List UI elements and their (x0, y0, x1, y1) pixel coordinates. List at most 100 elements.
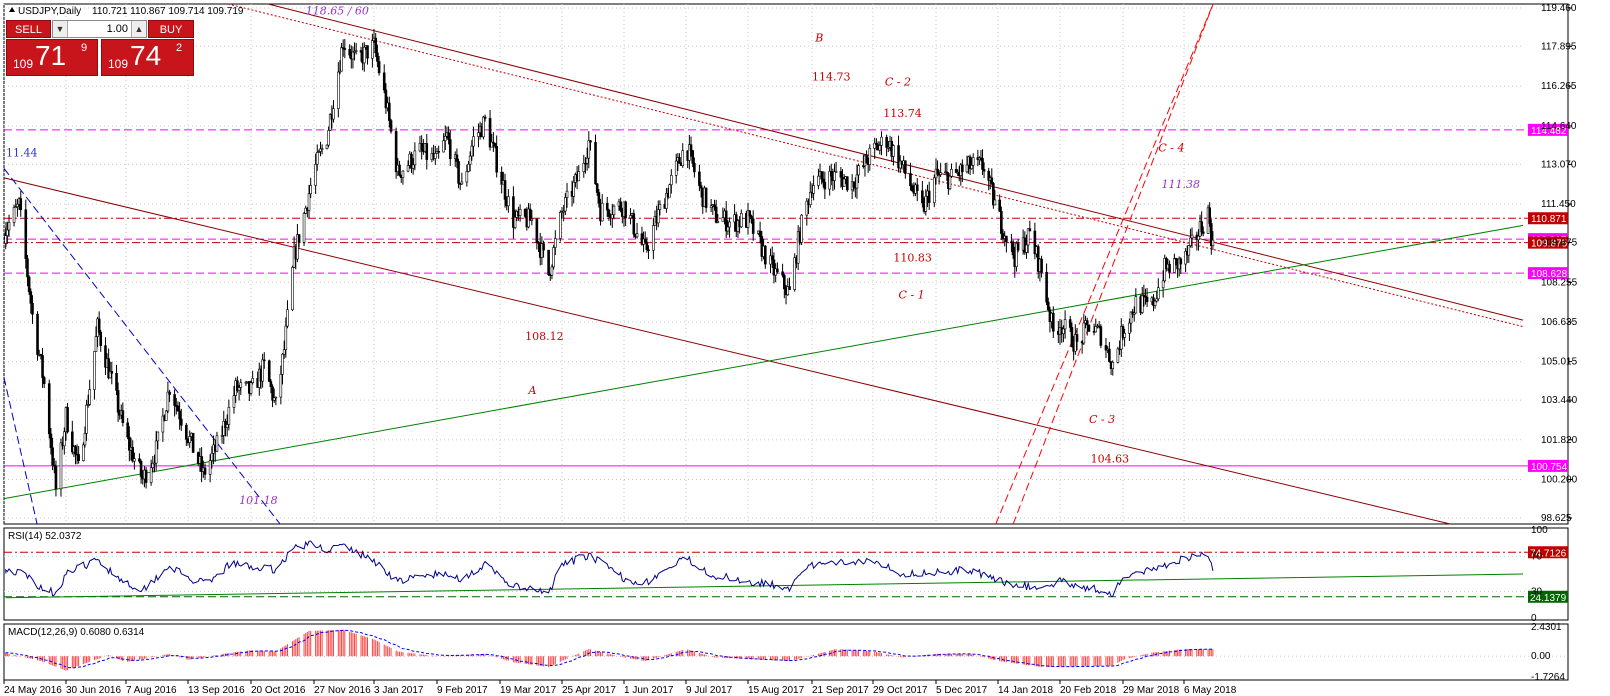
candle-body (665, 193, 668, 209)
candle-body (1168, 263, 1171, 273)
candle-body (518, 208, 522, 216)
time-tick-label: 25 Apr 2017 (562, 685, 616, 696)
candle-body (1161, 280, 1165, 289)
candle-body (688, 144, 691, 161)
candle-body (338, 70, 342, 73)
price-candles (4, 29, 1215, 497)
trendline[interactable] (1012, 3, 1214, 525)
lot-increase-icon[interactable]: ▲ (131, 21, 146, 37)
candle-body (215, 435, 219, 452)
candle-body (236, 380, 239, 391)
candle-body (110, 371, 114, 374)
candle-body (457, 161, 460, 184)
candle-body (161, 415, 165, 433)
macd-pane[interactable]: 2.4301 0.00 -1.7264 MACD(12,26,9) 0.6080 0… (3, 622, 1569, 683)
candle-body (1085, 320, 1089, 326)
candle-body (24, 209, 28, 259)
candle-body (239, 382, 243, 388)
time-tick-label: 15 Aug 2017 (748, 685, 805, 696)
trendline[interactable] (3, 377, 38, 525)
candle-body (559, 211, 562, 239)
sell-button[interactable]: SELL (6, 20, 51, 38)
trendline[interactable] (267, 3, 1524, 321)
candle-body (320, 148, 324, 150)
time-tick-label: 20 Oct 2016 (251, 685, 306, 696)
candle-body (337, 71, 340, 109)
candle-body (227, 407, 231, 425)
candle-body (1190, 234, 1194, 239)
candle-body (354, 50, 358, 52)
candle-body (200, 456, 203, 472)
candle-body (286, 309, 289, 327)
candle-body (1011, 241, 1015, 256)
candle-body (1082, 322, 1086, 344)
rsi-axis: 100 70 30 0 (1531, 525, 1548, 624)
candle-body (191, 432, 195, 453)
candle-body (389, 120, 393, 132)
candle-body (1099, 326, 1103, 346)
candle-body (910, 185, 914, 192)
price-trendlines[interactable] (3, 3, 1524, 525)
candle-body (800, 214, 803, 243)
candle-body (154, 440, 158, 464)
candle-body (605, 202, 609, 211)
price-level-badge (1528, 123, 1568, 136)
candle-body (482, 116, 485, 138)
candle-body (327, 130, 330, 146)
candle-body (104, 345, 107, 368)
trendline[interactable] (3, 177, 1451, 525)
candle-body (66, 407, 69, 433)
buy-button[interactable]: BUY (148, 20, 194, 38)
candle-body (635, 233, 639, 238)
lot-size-field: ▼ ▲ (52, 20, 147, 38)
candle-body (138, 458, 141, 462)
time-tick-label: 29 Mar 2018 (1123, 685, 1180, 696)
trendline[interactable] (227, 3, 1524, 328)
buy-price-pips: 74 (130, 40, 162, 71)
trendline[interactable] (995, 3, 1214, 525)
collapse-triangle-icon[interactable] (9, 7, 15, 12)
candle-body (834, 171, 838, 173)
candle-body (589, 140, 592, 143)
candle-body (27, 276, 31, 292)
candle-body (678, 157, 681, 164)
candle-body (513, 217, 517, 228)
lot-size-input[interactable] (68, 21, 132, 37)
candle-body (309, 185, 312, 195)
candle-body (483, 116, 487, 119)
candle-body (954, 169, 958, 173)
candle-body (74, 446, 77, 455)
time-tick-label: 14 Jan 2018 (998, 685, 1053, 696)
lot-decrease-icon[interactable]: ▼ (53, 21, 68, 37)
sell-price-quote[interactable]: 109 71 9 (6, 39, 98, 76)
candle-body (47, 383, 51, 435)
candle-body (173, 394, 176, 406)
candle-body (86, 404, 90, 406)
time-axis: 24 May 2016 30 Jun 2016 7 Aug 2016 13 Sep 2… (3, 680, 1237, 696)
candle-body (763, 245, 767, 265)
candle-body (63, 431, 66, 447)
candle-body (597, 192, 601, 204)
sell-price-pips: 71 (35, 40, 67, 71)
candle-body (1140, 294, 1144, 313)
buy-price-quote[interactable]: 109 74 2 (101, 39, 194, 76)
candle-body (388, 102, 391, 121)
candle-body (328, 114, 332, 131)
candle-body (1209, 223, 1213, 246)
candle-body (783, 274, 786, 290)
rsi-pane[interactable]: 74.7126 24.1379 100 70 30 0 RSI(14) 52.0372 (3, 525, 1569, 624)
trendline[interactable] (3, 224, 1524, 500)
candle-body (887, 147, 890, 149)
candle-body (1074, 334, 1077, 352)
trendline[interactable] (3, 168, 281, 525)
candle-body (42, 377, 46, 384)
candle-body (19, 198, 23, 211)
price-pane[interactable]: 114.482110.871110.017109.875108.628100.7… (3, 3, 1578, 525)
candle-body (1211, 239, 1215, 246)
candle-body (156, 431, 160, 442)
time-tick-label: 7 Aug 2016 (126, 685, 177, 696)
rsi-series-line (5, 540, 1214, 597)
candle-body (921, 190, 924, 204)
candle-body (681, 150, 685, 167)
